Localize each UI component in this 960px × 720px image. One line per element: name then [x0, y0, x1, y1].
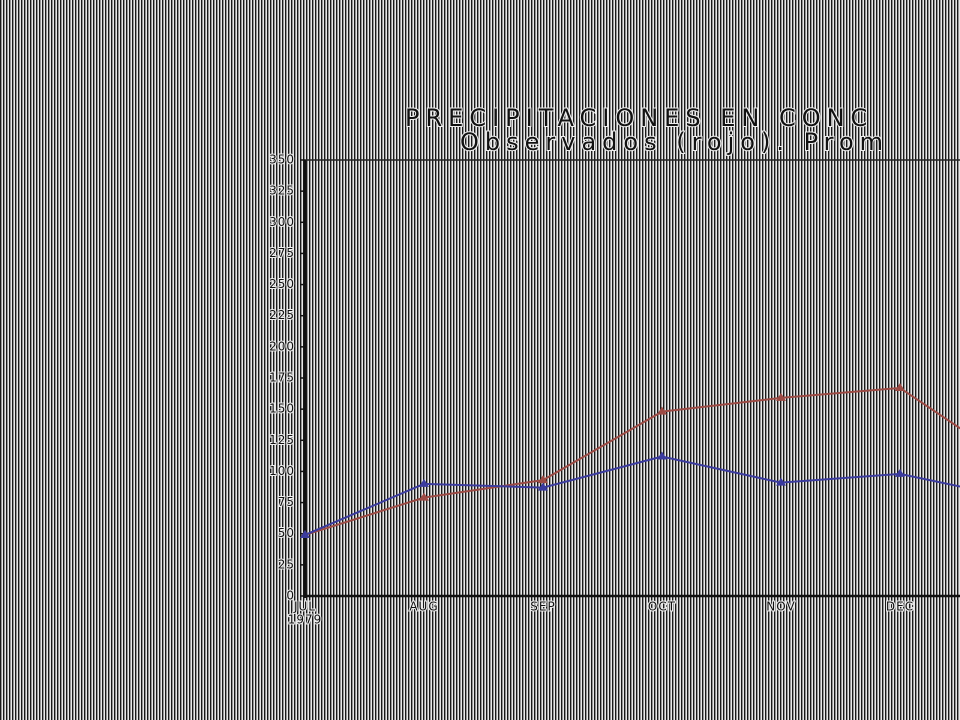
x-tick-label: AUG [409, 600, 438, 614]
y-tick-label: 25 [278, 557, 295, 571]
y-tick-label: 150 [269, 402, 295, 416]
data-point [776, 392, 786, 401]
y-tick-label: 50 [278, 526, 295, 540]
y-tick-label: 125 [269, 433, 295, 447]
data-point [895, 382, 905, 391]
chart-subtitle: Observados (rojo). Prom [460, 128, 889, 156]
chart-title: PRECIPITACIONES EN CONC [405, 104, 873, 132]
y-tick-label: 275 [269, 246, 295, 260]
y-tick-label: 75 [278, 495, 295, 509]
y-tick-label: 350 [269, 153, 295, 167]
x-tick-label: NOV [766, 600, 795, 614]
y-tick-label: 100 [269, 464, 295, 478]
y-tick-label: 0 [286, 589, 295, 603]
data-point [657, 406, 667, 415]
data-point [895, 468, 905, 477]
x-tick-label: SEP [530, 600, 555, 614]
data-point [538, 475, 548, 484]
y-tick-label: 200 [269, 339, 295, 353]
x-tick-label: DEC [886, 600, 914, 614]
data-point [776, 477, 786, 486]
y-tick-label: 300 [269, 215, 295, 229]
y-tick-label: 175 [269, 371, 295, 385]
y-tick-label: 250 [269, 277, 295, 291]
data-point [538, 482, 548, 491]
y-tick-label: 325 [269, 184, 295, 198]
x-tick-label: OCT [648, 600, 676, 614]
data-point [300, 529, 310, 538]
x-year-label: 1979 [288, 613, 323, 627]
data-point [657, 451, 667, 460]
data-point [419, 478, 429, 487]
y-tick-label: 225 [269, 308, 295, 322]
x-tick-label: JUL [293, 600, 316, 614]
data-point [419, 492, 429, 501]
